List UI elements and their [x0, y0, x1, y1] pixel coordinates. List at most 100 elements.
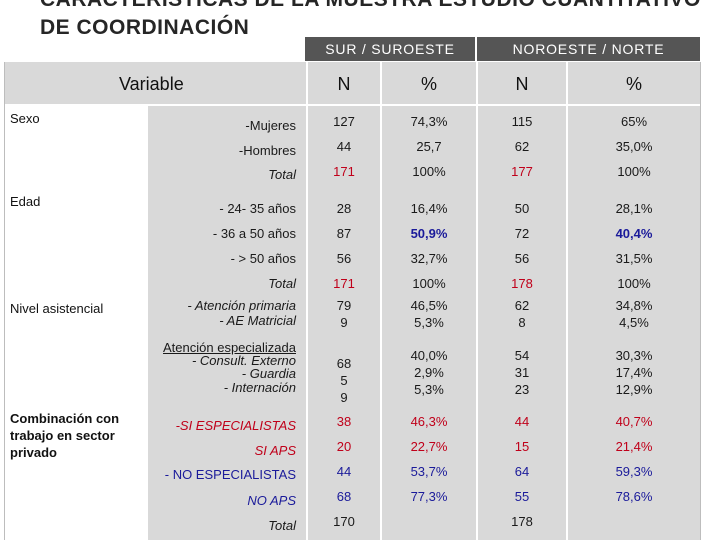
- row-label: Total: [268, 276, 296, 291]
- cell-n-sur: 44: [336, 464, 352, 479]
- cell-pct-noroeste: 34,8%: [615, 298, 653, 313]
- cell-pct-sur: 22,7%: [410, 439, 448, 454]
- cell-n-noroeste: 15: [514, 439, 530, 454]
- cell-pct-noroeste: 17,4%: [615, 365, 653, 380]
- n-header-sur: N: [337, 74, 351, 94]
- gray-cell: [148, 106, 306, 540]
- section-sexo: Sexo: [10, 111, 40, 126]
- cell-n-noroeste: 178: [511, 514, 533, 529]
- cell-pct-sur: 5,3%: [414, 315, 444, 330]
- cell-pct-noroeste: 78,6%: [615, 489, 653, 504]
- cell-n-noroeste: 31: [514, 365, 530, 380]
- cell-n-noroeste: 50: [514, 201, 530, 216]
- cell-n-sur: 170: [333, 514, 355, 529]
- row-label: - 36 a 50 años: [212, 226, 296, 241]
- pct-header-noroeste: %: [625, 74, 643, 94]
- gray-cell: [568, 106, 700, 540]
- cell-pct-sur: 40,0%: [410, 348, 448, 363]
- cell-n-noroeste: 177: [511, 164, 533, 179]
- row-label: - Internación: [223, 380, 296, 395]
- table-frame: [4, 62, 5, 540]
- cell-n-sur: 68: [336, 489, 352, 504]
- cell-pct-noroeste: 4,5%: [619, 315, 649, 330]
- gray-cell: [478, 62, 566, 104]
- cell-n-sur: 171: [333, 276, 355, 291]
- cell-pct-sur: 77,3%: [410, 489, 448, 504]
- region-noroeste-header: NOROESTE / NORTE: [476, 36, 701, 62]
- cell-n-noroeste: 54: [514, 348, 530, 363]
- row-label: - NO ESPECIALISTAS: [164, 467, 296, 482]
- header-gray-cells: [4, 62, 306, 104]
- row-label: NO APS: [247, 493, 296, 508]
- cell-n-noroeste: 115: [511, 114, 533, 129]
- cell-pct-noroeste: 31,5%: [615, 251, 653, 266]
- cell-n-sur: 171: [333, 164, 355, 179]
- gray-cell: [568, 62, 700, 104]
- cell-n-noroeste: 62: [514, 298, 530, 313]
- cell-n-sur: 68: [336, 356, 352, 371]
- row-label: - Consult. Externo: [191, 353, 296, 368]
- cell-pct-noroeste: 100%: [617, 276, 651, 291]
- region-sur-header: SUR / SUROESTE: [304, 36, 476, 62]
- cell-pct-noroeste: 12,9%: [615, 382, 653, 397]
- cell-n-sur: 38: [336, 414, 352, 429]
- gray-cell: [382, 106, 476, 540]
- cell-pct-noroeste: 65%: [620, 114, 648, 129]
- row-label: - 24- 35 años: [219, 201, 296, 216]
- cell-pct-noroeste: 30,3%: [615, 348, 653, 363]
- cell-pct-sur: 16,4%: [410, 201, 448, 216]
- gray-cell: [308, 106, 380, 540]
- row-label: - Atención primaria: [187, 298, 296, 313]
- cell-pct-sur: 2,9%: [414, 365, 444, 380]
- cell-pct-noroeste: 100%: [617, 164, 651, 179]
- cell-pct-noroeste: 59,3%: [615, 464, 653, 479]
- cell-pct-noroeste: 40,7%: [615, 414, 653, 429]
- cell-n-sur: 56: [336, 251, 352, 266]
- section-edad: Edad: [10, 194, 41, 209]
- table-frame: [700, 36, 701, 540]
- cell-pct-sur: 5,3%: [414, 382, 444, 397]
- cell-pct-sur: 46,5%: [410, 298, 448, 313]
- row-label: Atención especializada: [163, 340, 296, 355]
- row-label: Total: [268, 167, 296, 182]
- n-header-noroeste: N: [515, 74, 529, 94]
- cell-n-sur: 5: [340, 373, 348, 388]
- cell-n-noroeste: 44: [514, 414, 530, 429]
- cell-n-noroeste: 8: [518, 315, 526, 330]
- cell-pct-sur: 25,7: [416, 139, 442, 154]
- cell-n-sur: 9: [340, 390, 348, 405]
- row-label: Total: [268, 518, 296, 533]
- row-label: -SI ESPECIALISTAS: [175, 418, 296, 433]
- cell-pct-noroeste: 35,0%: [615, 139, 653, 154]
- cell-pct-sur: 100%: [412, 276, 446, 291]
- cell-pct-sur: 100%: [412, 164, 446, 179]
- page-title: CARACTERÍSTICAS DE LA MUESTRA ESTUDIO CU…: [40, 0, 700, 39]
- variable-header: Variable: [119, 74, 184, 94]
- row-label: SI APS: [254, 443, 296, 458]
- row-label: - Guardia: [241, 366, 296, 381]
- cell-n-noroeste: 178: [511, 276, 533, 291]
- gray-cell: [308, 62, 380, 104]
- cell-n-noroeste: 64: [514, 464, 530, 479]
- cell-n-sur: 79: [336, 298, 352, 313]
- section-nivel: Nivel asistencial: [10, 301, 104, 316]
- gray-cell: [382, 62, 476, 104]
- pct-header-sur: %: [420, 74, 438, 94]
- cell-pct-noroeste: 28,1%: [615, 201, 653, 216]
- section-combinacion: Combinación con trabajo en sector privad…: [10, 411, 120, 460]
- row-label: - > 50 años: [230, 251, 296, 266]
- cell-n-sur: 20: [336, 439, 352, 454]
- cell-n-sur: 87: [336, 226, 352, 241]
- gray-cell: [478, 106, 566, 540]
- cell-pct-sur: 50,9%: [410, 226, 448, 241]
- cell-n-noroeste: 55: [514, 489, 530, 504]
- cell-pct-sur: 53,7%: [410, 464, 448, 479]
- cell-pct-sur: 46,3%: [410, 414, 448, 429]
- cell-pct-noroeste: 40,4%: [615, 226, 653, 241]
- cell-n-sur: 9: [340, 315, 348, 330]
- cell-pct-noroeste: 21,4%: [615, 439, 653, 454]
- cell-pct-sur: 74,3%: [410, 114, 448, 129]
- row-label: -Mujeres: [245, 118, 296, 133]
- cell-pct-sur: 32,7%: [410, 251, 448, 266]
- cell-n-noroeste: 72: [514, 226, 530, 241]
